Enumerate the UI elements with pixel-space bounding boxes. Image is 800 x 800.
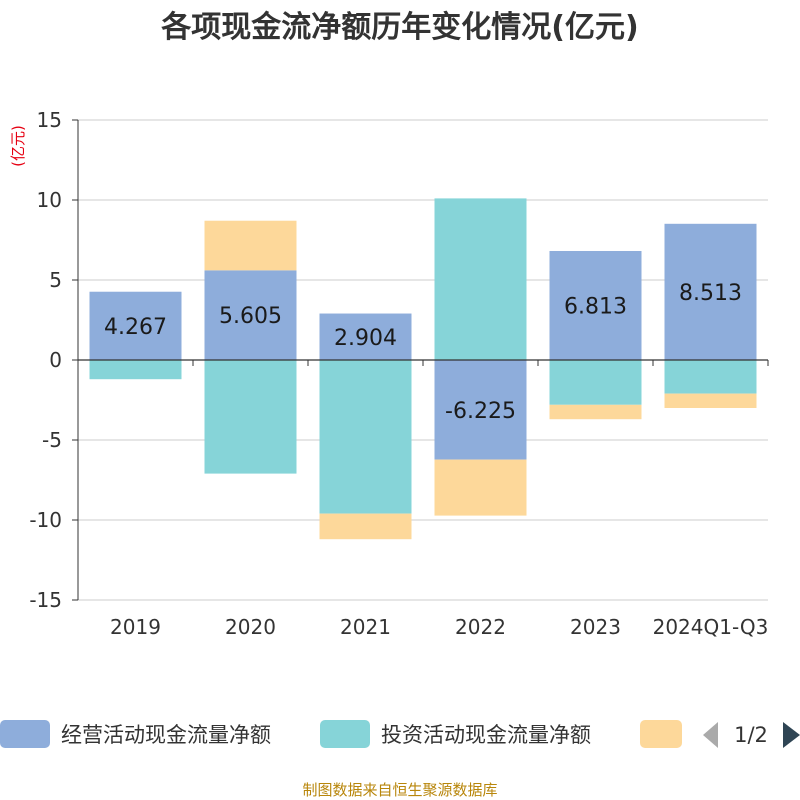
legend-label-operating: 经营活动现金流量净额: [61, 723, 271, 747]
y-tick-label: 5: [49, 268, 62, 292]
x-tick-label: 2019: [110, 615, 161, 639]
bar-operating[interactable]: [434, 360, 527, 460]
legend-swatch-operating: [0, 720, 50, 748]
x-tick-label: 2021: [340, 615, 391, 639]
y-tick-label: 0: [49, 348, 62, 372]
x-tick-label: 2022: [455, 615, 506, 639]
legend-item-operating[interactable]: 经营活动现金流量净额: [0, 720, 271, 748]
legend-page-indicator: 1/2: [734, 723, 768, 747]
bar-investing[interactable]: [664, 360, 757, 394]
data-label: 4.267: [104, 315, 167, 340]
data-label: 5.605: [219, 304, 282, 329]
data-label: 8.513: [679, 281, 742, 306]
y-tick-label: -15: [29, 588, 62, 612]
bar-financing[interactable]: [319, 513, 412, 540]
y-tick-label: 15: [37, 108, 62, 132]
bar-operating[interactable]: [204, 270, 297, 360]
data-label: 2.904: [334, 326, 397, 351]
bar-investing[interactable]: [89, 360, 182, 380]
bars: [89, 198, 757, 540]
bar-investing[interactable]: [319, 360, 412, 514]
chart-title: 各项现金流净额历年变化情况(亿元): [160, 10, 638, 45]
legend-item-financing[interactable]: [640, 720, 682, 748]
legend-label-investing: 投资活动现金流量净额: [381, 723, 591, 747]
bar-investing[interactable]: [204, 360, 297, 474]
y-tick-label: -5: [42, 428, 62, 452]
grid-lines: [78, 119, 768, 601]
y-axis-unit: (亿元): [9, 125, 27, 167]
axes: 15 10 5 0 -5 -10 -15 2019 2020 2021 2022 2023 2024Q1…: [29, 108, 769, 639]
legend: 经营活动现金流量净额 投资活动现金流量净额 1/2: [0, 720, 800, 748]
x-tick-label: 2024Q1-Q3: [653, 615, 769, 639]
triangle-left-icon[interactable]: [703, 722, 718, 748]
bar-investing[interactable]: [434, 198, 527, 360]
legend-swatch-financing: [640, 720, 682, 748]
bar-financing[interactable]: [434, 459, 527, 516]
y-tick-label: -10: [29, 508, 62, 532]
triangle-right-icon[interactable]: [783, 722, 800, 748]
legend-swatch-investing: [320, 720, 370, 748]
data-source: 制图数据来自恒生聚源数据库: [302, 781, 497, 799]
x-tick-label: 2020: [225, 615, 276, 639]
bar-financing[interactable]: [549, 404, 642, 420]
y-tick-label: 10: [37, 188, 62, 212]
x-tick-label: 2023: [570, 615, 621, 639]
bar-operating[interactable]: [664, 223, 757, 360]
bar-investing[interactable]: [549, 360, 642, 405]
data-labels: 4.267 5.605 2.904 -6.225 6.813 8.513: [104, 281, 742, 424]
bar-operating[interactable]: [549, 250, 642, 360]
bar-financing[interactable]: [204, 220, 297, 271]
bar-operating[interactable]: [319, 313, 412, 360]
legend-item-investing[interactable]: 投资活动现金流量净额: [320, 720, 591, 748]
data-label: -6.225: [445, 399, 516, 424]
bar-financing[interactable]: [664, 393, 757, 408]
bar-operating[interactable]: [89, 291, 182, 360]
data-label: 6.813: [564, 294, 627, 319]
